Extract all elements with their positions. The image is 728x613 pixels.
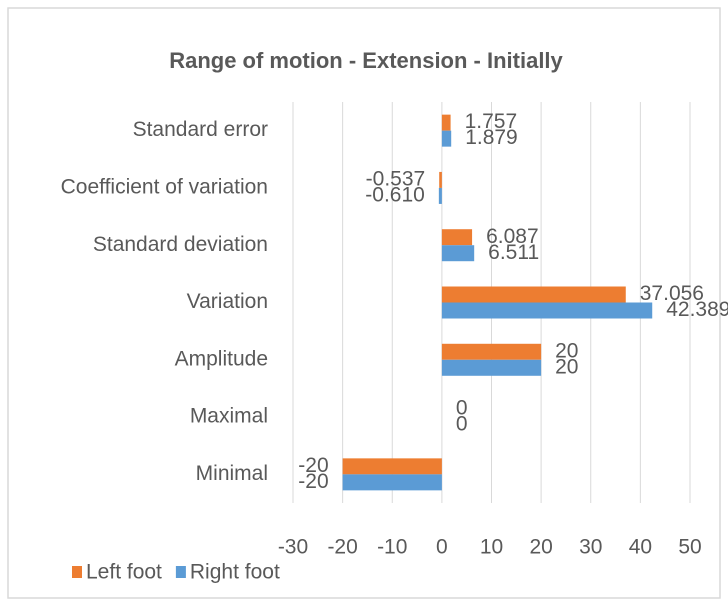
data-label: 1.879 (465, 126, 518, 149)
data-label: 6.087 (486, 225, 539, 248)
y-tick-label: Amplitude (175, 347, 268, 370)
y-tick-label: Maximal (190, 405, 268, 428)
x-tick-label: 10 (480, 536, 503, 559)
bar (441, 229, 473, 246)
y-tick-label: Standard deviation (93, 233, 268, 256)
bar (441, 286, 626, 303)
x-tick-label: 0 (436, 536, 448, 559)
data-label: -0.537 (366, 167, 426, 190)
data-label: 1.757 (465, 110, 518, 133)
legend-label: Left foot (86, 561, 162, 584)
data-label: -20 (298, 470, 328, 493)
x-tick-label: 20 (529, 536, 552, 559)
bar (342, 458, 442, 475)
y-tick-label: Standard error (133, 118, 268, 141)
x-tick-label: 30 (579, 536, 602, 559)
data-label: 0 (456, 413, 468, 436)
y-tick-label: Variation (187, 290, 268, 313)
x-tick-label: -10 (377, 536, 407, 559)
data-label: 6.511 (488, 241, 539, 264)
bar (342, 474, 442, 491)
data-label: 42.389 (666, 298, 728, 321)
legend-swatch (72, 566, 82, 578)
chart-title: Range of motion - Extension - Initially (169, 48, 563, 73)
bar (441, 302, 653, 319)
bar (441, 130, 452, 147)
data-label: -0.610 (365, 183, 425, 206)
legend-label: Right foot (190, 561, 280, 584)
bar (438, 187, 442, 204)
data-label: -20 (298, 454, 328, 477)
x-tick-label: 40 (629, 536, 652, 559)
bar (441, 359, 542, 376)
data-label: 37.056 (640, 282, 704, 305)
data-label: 0 (456, 397, 468, 420)
x-tick-label: -20 (327, 536, 357, 559)
data-label: 20 (555, 355, 578, 378)
y-tick-label: Minimal (196, 462, 268, 485)
bar (441, 114, 451, 131)
bar (439, 171, 442, 188)
legend-swatch (175, 566, 186, 578)
y-tick-label: Coefficient of variation (61, 175, 268, 198)
bar (441, 343, 542, 360)
x-tick-label: 50 (678, 536, 701, 559)
data-label: 20 (555, 339, 578, 362)
bar (441, 245, 475, 262)
x-tick-label: -30 (278, 536, 308, 559)
